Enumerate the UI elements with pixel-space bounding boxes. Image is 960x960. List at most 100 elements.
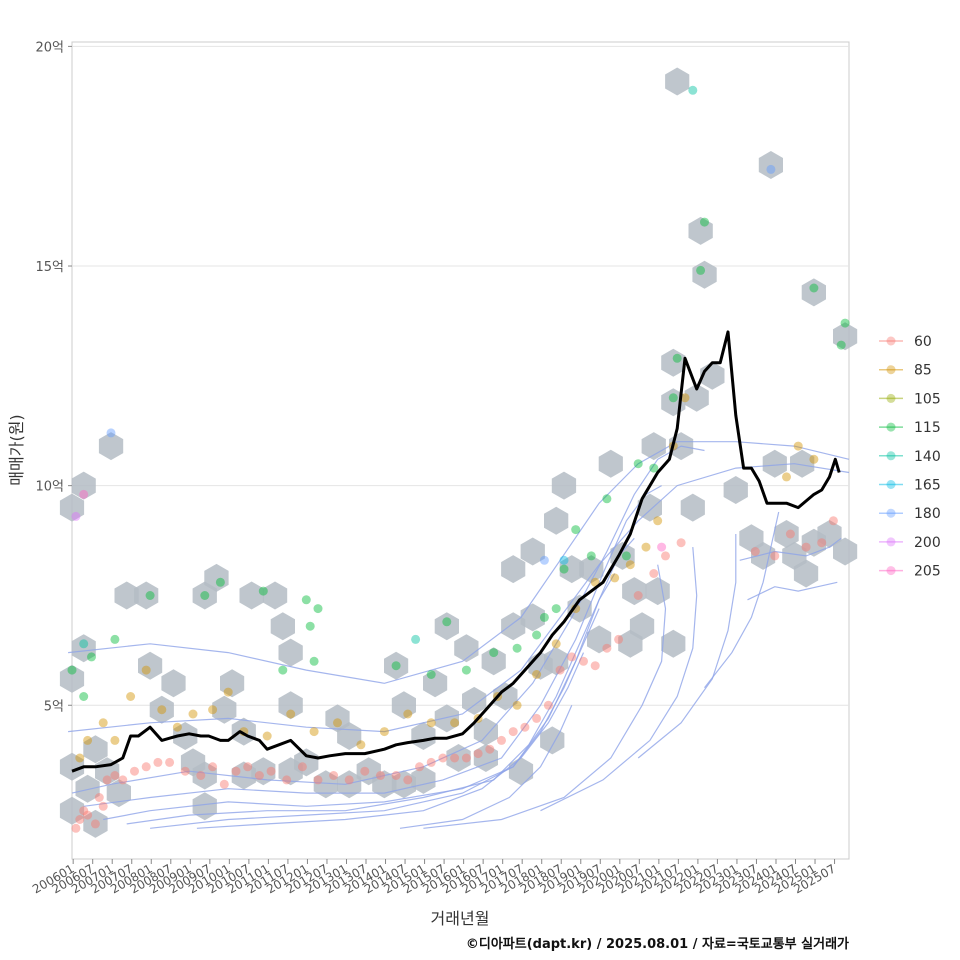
point-size-85 bbox=[172, 722, 182, 732]
point-size-115 bbox=[696, 265, 706, 275]
point-size-85 bbox=[793, 441, 803, 451]
point-size-60 bbox=[94, 793, 104, 802]
hex-bin bbox=[723, 476, 748, 504]
point-size-60 bbox=[71, 823, 81, 833]
hex-bin bbox=[559, 555, 584, 584]
hex-bin bbox=[384, 651, 409, 680]
legend-item: 165 bbox=[879, 478, 941, 494]
legend-key bbox=[886, 393, 896, 403]
density-contours bbox=[68, 441, 850, 829]
point-size-60 bbox=[130, 766, 139, 776]
point-size-60 bbox=[83, 810, 93, 820]
point-size-60 bbox=[543, 700, 553, 710]
hex-bin bbox=[434, 704, 459, 733]
point-size-60 bbox=[633, 591, 643, 600]
point-size-60 bbox=[461, 753, 471, 763]
point-size-115 bbox=[840, 318, 850, 328]
legend-label: 180 bbox=[914, 506, 941, 522]
point-size-60 bbox=[750, 547, 760, 556]
hex-bin bbox=[493, 682, 518, 711]
point-size-85 bbox=[75, 753, 85, 763]
point-size-60 bbox=[508, 727, 518, 737]
density-contour bbox=[196, 652, 585, 829]
point-size-60 bbox=[785, 529, 795, 539]
point-size-85 bbox=[680, 393, 690, 403]
point-size-115 bbox=[621, 551, 631, 561]
point-size-60 bbox=[676, 538, 686, 548]
point-size-60 bbox=[579, 656, 588, 666]
point-size-85 bbox=[641, 542, 651, 552]
point-size-115 bbox=[391, 661, 401, 671]
legend-label: 105 bbox=[914, 391, 941, 407]
point-size-85 bbox=[551, 639, 561, 649]
point-size-85 bbox=[223, 687, 233, 697]
point-size-115 bbox=[649, 463, 659, 473]
point-size-115 bbox=[539, 612, 549, 622]
grid-lines bbox=[72, 45, 849, 706]
caption-credit: ©디아파트(dapt.kr) / 2025.08.01 / 자료=국토교통부 실… bbox=[466, 936, 849, 952]
point-size-85 bbox=[188, 709, 198, 719]
point-size-200 bbox=[71, 511, 81, 521]
hex-bin bbox=[661, 348, 686, 377]
density-contour bbox=[704, 511, 780, 689]
hex-bin bbox=[231, 761, 256, 790]
point-size-115 bbox=[700, 217, 709, 227]
point-size-60 bbox=[532, 713, 542, 723]
point-size-60 bbox=[426, 757, 436, 767]
point-size-85 bbox=[110, 735, 120, 745]
y-tick-label: 15억 bbox=[35, 260, 64, 275]
point-size-115 bbox=[559, 564, 569, 574]
hex-bin bbox=[680, 493, 705, 522]
point-size-60 bbox=[602, 643, 612, 653]
point-size-165 bbox=[559, 555, 569, 565]
point-size-115 bbox=[110, 634, 120, 644]
point-size-85 bbox=[512, 700, 522, 710]
density-contour bbox=[68, 463, 850, 733]
point-size-85 bbox=[426, 718, 436, 728]
point-size-85 bbox=[610, 573, 620, 583]
point-size-60 bbox=[313, 775, 323, 785]
point-size-60 bbox=[282, 775, 292, 785]
hex-bin bbox=[231, 717, 256, 746]
point-size-60 bbox=[403, 775, 413, 785]
point-size-60 bbox=[770, 551, 780, 561]
legend-item: 60 bbox=[879, 334, 932, 350]
point-size-60 bbox=[208, 762, 218, 772]
density-contour bbox=[747, 581, 838, 601]
point-size-60 bbox=[485, 744, 495, 754]
point-size-60 bbox=[497, 735, 506, 745]
point-size-60 bbox=[614, 634, 624, 644]
hex-bin bbox=[262, 581, 288, 610]
legend: 60 85 105 115 140 165 180 200 205 bbox=[879, 334, 941, 580]
density-contour bbox=[71, 445, 705, 794]
point-size-85 bbox=[590, 577, 600, 587]
hex-bin bbox=[637, 493, 662, 522]
point-size-115 bbox=[426, 670, 436, 679]
point-size-60 bbox=[360, 766, 370, 776]
point-size-85 bbox=[262, 731, 272, 741]
hex-bin bbox=[790, 449, 815, 478]
point-size-85 bbox=[532, 670, 542, 679]
point-size-85 bbox=[333, 718, 342, 728]
hex-bin bbox=[688, 216, 713, 245]
legend-label: 60 bbox=[914, 334, 932, 350]
point-size-60 bbox=[567, 652, 577, 662]
legend-item: 85 bbox=[879, 363, 932, 379]
point-size-85 bbox=[356, 740, 366, 750]
scatter-points bbox=[67, 85, 850, 833]
point-size-60 bbox=[180, 766, 190, 776]
point-size-85 bbox=[379, 727, 389, 737]
median-trend-line bbox=[71, 330, 841, 773]
hex-bin bbox=[462, 686, 487, 715]
legend-label: 205 bbox=[914, 564, 941, 580]
point-size-140 bbox=[411, 634, 421, 644]
point-size-85 bbox=[653, 516, 663, 526]
hex-bin bbox=[544, 506, 569, 535]
point-size-180 bbox=[106, 428, 116, 438]
legend-item: 205 bbox=[879, 564, 941, 580]
x-axis-title: 거래년월 bbox=[431, 909, 490, 928]
point-size-60 bbox=[90, 819, 100, 829]
hex-bin bbox=[473, 744, 498, 772]
y-axis-title: 매매가(원) bbox=[7, 414, 26, 485]
